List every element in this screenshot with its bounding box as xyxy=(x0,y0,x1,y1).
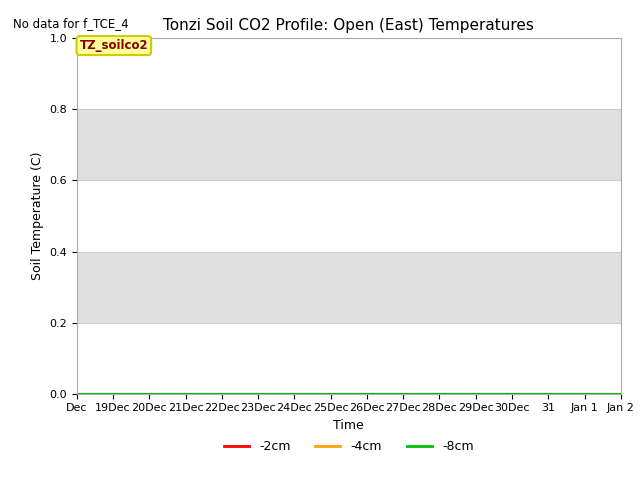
Y-axis label: Soil Temperature (C): Soil Temperature (C) xyxy=(31,152,44,280)
Bar xyxy=(77,38,621,109)
Bar xyxy=(77,109,621,180)
Title: Tonzi Soil CO2 Profile: Open (East) Temperatures: Tonzi Soil CO2 Profile: Open (East) Temp… xyxy=(163,18,534,33)
Text: TZ_soilco2: TZ_soilco2 xyxy=(79,39,148,52)
Bar xyxy=(77,180,621,252)
Bar xyxy=(77,252,621,323)
Legend: -2cm, -4cm, -8cm: -2cm, -4cm, -8cm xyxy=(219,435,479,458)
X-axis label: Time: Time xyxy=(333,419,364,432)
Text: No data for f_TCE_4: No data for f_TCE_4 xyxy=(13,17,129,30)
Bar xyxy=(77,323,621,394)
